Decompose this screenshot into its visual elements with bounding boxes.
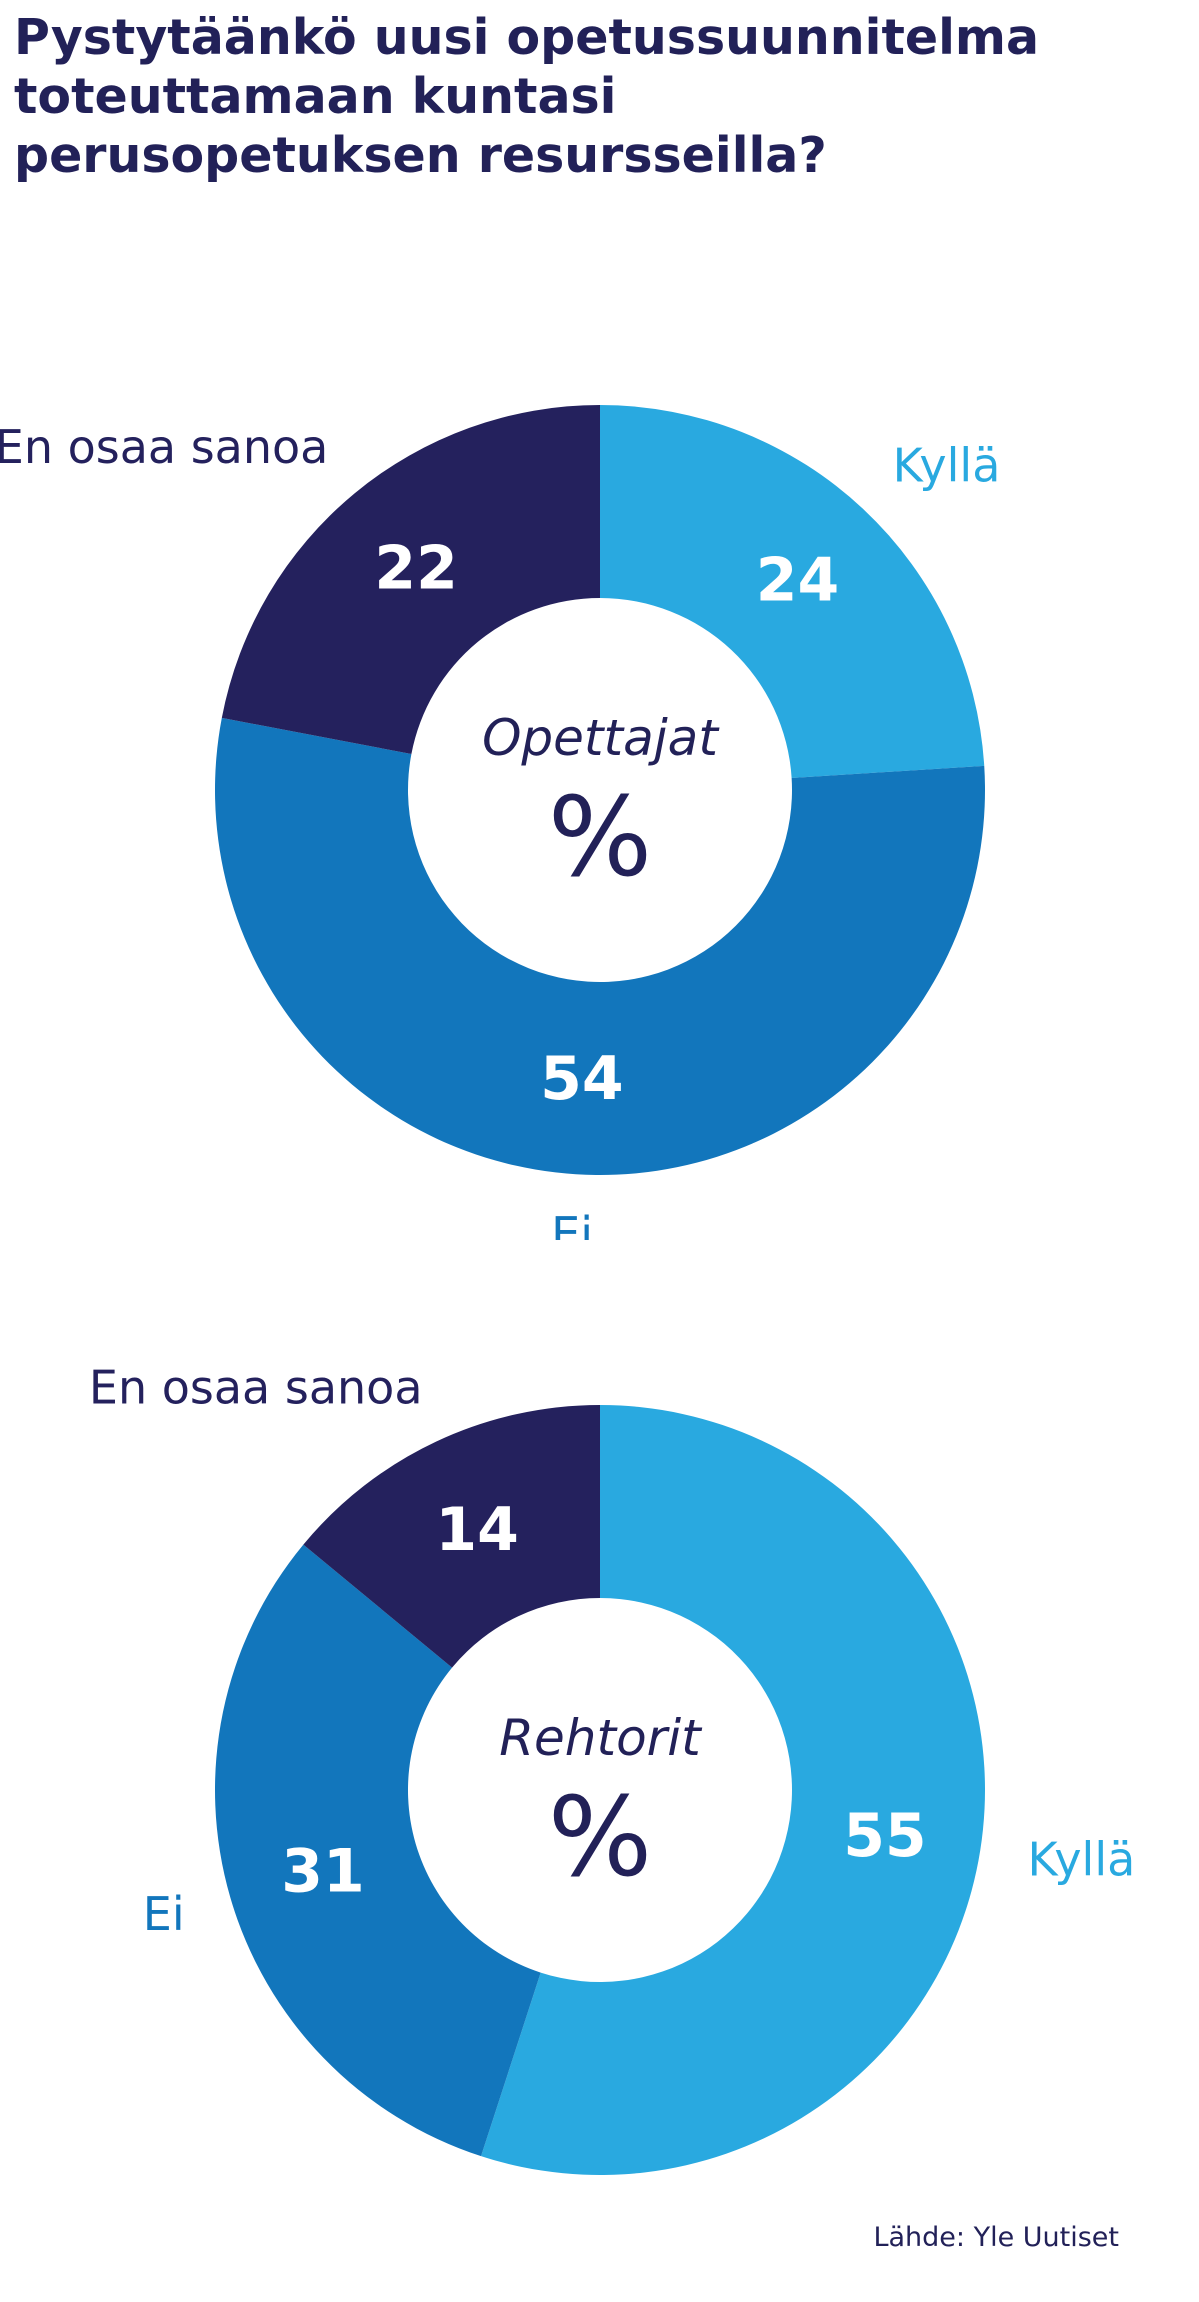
value-label-en-osaa-sanoa: 22 (374, 534, 458, 604)
title-line-2: toteuttamaan kuntasi (14, 68, 617, 125)
category-label-en-osaa-sanoa: En osaa sanoa (89, 1360, 423, 1414)
category-label-kylla: Kyllä (893, 439, 1001, 493)
slice-kylla (600, 405, 985, 778)
slice-en-osaa-sanoa (221, 405, 601, 755)
slice-kylla (481, 1405, 986, 2175)
chart-title: Pystytäänkö uusi opetussuunnitelma toteu… (14, 8, 1174, 185)
value-label-ei: 31 (281, 1836, 365, 1906)
value-label-en-osaa-sanoa: 14 (435, 1495, 519, 1565)
category-label-ei: Ei (143, 1887, 185, 1941)
center-label: Rehtorit (499, 1709, 703, 1767)
title-line-1: Pystytäänkö uusi opetussuunnitelma (14, 9, 1040, 66)
slice-en-osaa-sanoa (303, 1405, 600, 1668)
value-label-kylla: 55 (843, 1801, 927, 1871)
center-unit: % (548, 1773, 653, 1901)
donut-chart-opettajat: 24 Kyllä 54 Ei 22 En osaa sanoa Opettajat% (0, 405, 1001, 1240)
source-note: Lähde: Yle Uutiset (873, 2222, 1119, 2253)
value-label-kylla: 24 (756, 546, 840, 616)
title-line-3: perusopetuksen resursseilla? (14, 127, 827, 184)
category-label-en-osaa-sanoa: En osaa sanoa (0, 420, 328, 474)
donut-chart-rehtorit: 55 Kyllä 31 Ei 14 En osaa sanoa Rehtorit% (89, 1360, 1136, 2175)
slice-ei (215, 717, 985, 1175)
center-label: Opettajat (482, 709, 720, 767)
slice-ei (214, 1544, 541, 2157)
category-label-kylla: Kyllä (1028, 1833, 1136, 1887)
center-unit: % (548, 773, 653, 901)
category-label-ei: Ei (551, 1207, 593, 1240)
value-label-ei: 54 (540, 1044, 624, 1114)
